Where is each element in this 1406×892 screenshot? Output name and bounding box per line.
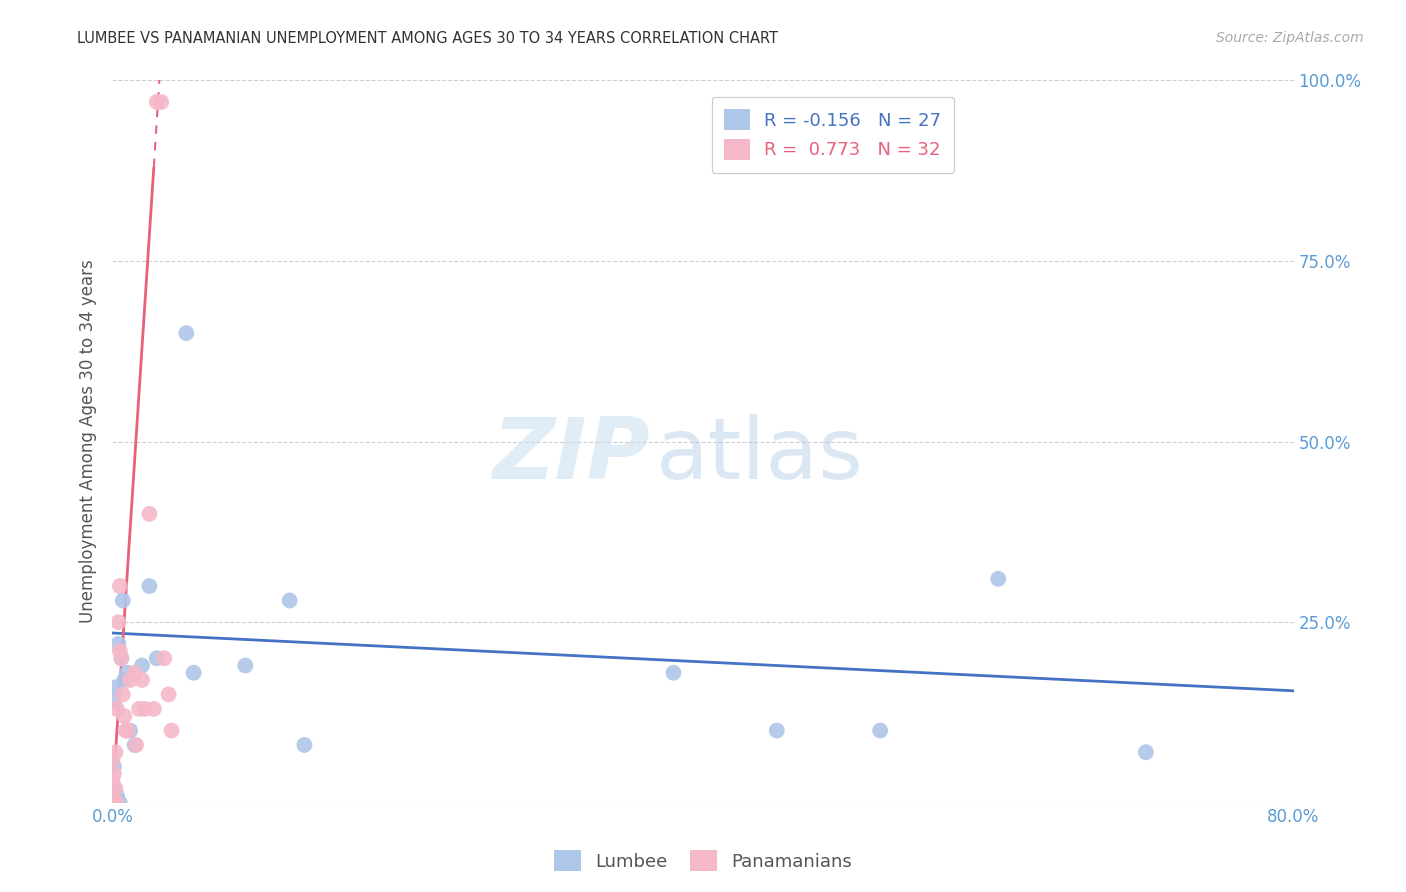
Point	[138, 579, 160, 593]
Point	[183, 665, 205, 680]
Point	[128, 702, 150, 716]
Point	[107, 637, 129, 651]
Point	[869, 723, 891, 738]
Point	[124, 665, 146, 680]
Text: atlas: atlas	[655, 415, 863, 498]
Point	[124, 738, 146, 752]
Point	[292, 738, 315, 752]
Point	[108, 796, 131, 810]
Text: ZIP: ZIP	[492, 415, 650, 498]
Point	[105, 702, 128, 716]
Point	[174, 326, 197, 340]
Point	[101, 752, 124, 766]
Y-axis label: Unemployment Among Ages 30 to 34 years: Unemployment Among Ages 30 to 34 years	[79, 260, 97, 624]
Point	[117, 665, 138, 680]
Point	[157, 687, 180, 701]
Point	[662, 665, 685, 680]
Point	[1135, 745, 1157, 759]
Point	[233, 658, 256, 673]
Point	[108, 579, 131, 593]
Point	[138, 507, 160, 521]
Point	[117, 723, 138, 738]
Point	[103, 767, 125, 781]
Point	[101, 796, 124, 810]
Point	[103, 781, 125, 796]
Point	[104, 745, 127, 759]
Point	[105, 789, 128, 803]
Legend: R = -0.156   N = 27, R =  0.773   N = 32: R = -0.156 N = 27, R = 0.773 N = 32	[711, 96, 953, 172]
Point	[104, 796, 127, 810]
Point	[104, 680, 127, 694]
Point	[134, 702, 156, 716]
Text: Source: ZipAtlas.com: Source: ZipAtlas.com	[1216, 31, 1364, 45]
Point	[278, 593, 301, 607]
Point	[107, 615, 129, 630]
Point	[125, 738, 148, 752]
Point	[101, 774, 124, 789]
Legend: Lumbee, Panamanians: Lumbee, Panamanians	[547, 843, 859, 879]
Point	[108, 644, 131, 658]
Point	[153, 651, 176, 665]
Text: LUMBEE VS PANAMANIAN UNEMPLOYMENT AMONG AGES 30 TO 34 YEARS CORRELATION CHART: LUMBEE VS PANAMANIAN UNEMPLOYMENT AMONG …	[77, 31, 779, 46]
Point	[131, 658, 153, 673]
Point	[142, 702, 165, 716]
Point	[131, 673, 153, 687]
Point	[101, 796, 124, 810]
Point	[146, 651, 169, 665]
Point	[114, 723, 136, 738]
Point	[120, 673, 142, 687]
Point	[987, 572, 1010, 586]
Point	[104, 781, 127, 796]
Point	[150, 95, 173, 109]
Point	[103, 796, 125, 810]
Point	[112, 709, 135, 723]
Point	[112, 673, 135, 687]
Point	[101, 789, 124, 803]
Point	[111, 687, 134, 701]
Point	[103, 695, 125, 709]
Point	[120, 723, 142, 738]
Point	[105, 796, 128, 810]
Point	[110, 651, 132, 665]
Point	[111, 593, 134, 607]
Point	[160, 723, 183, 738]
Point	[146, 95, 169, 109]
Point	[103, 760, 125, 774]
Point	[110, 651, 132, 665]
Point	[766, 723, 789, 738]
